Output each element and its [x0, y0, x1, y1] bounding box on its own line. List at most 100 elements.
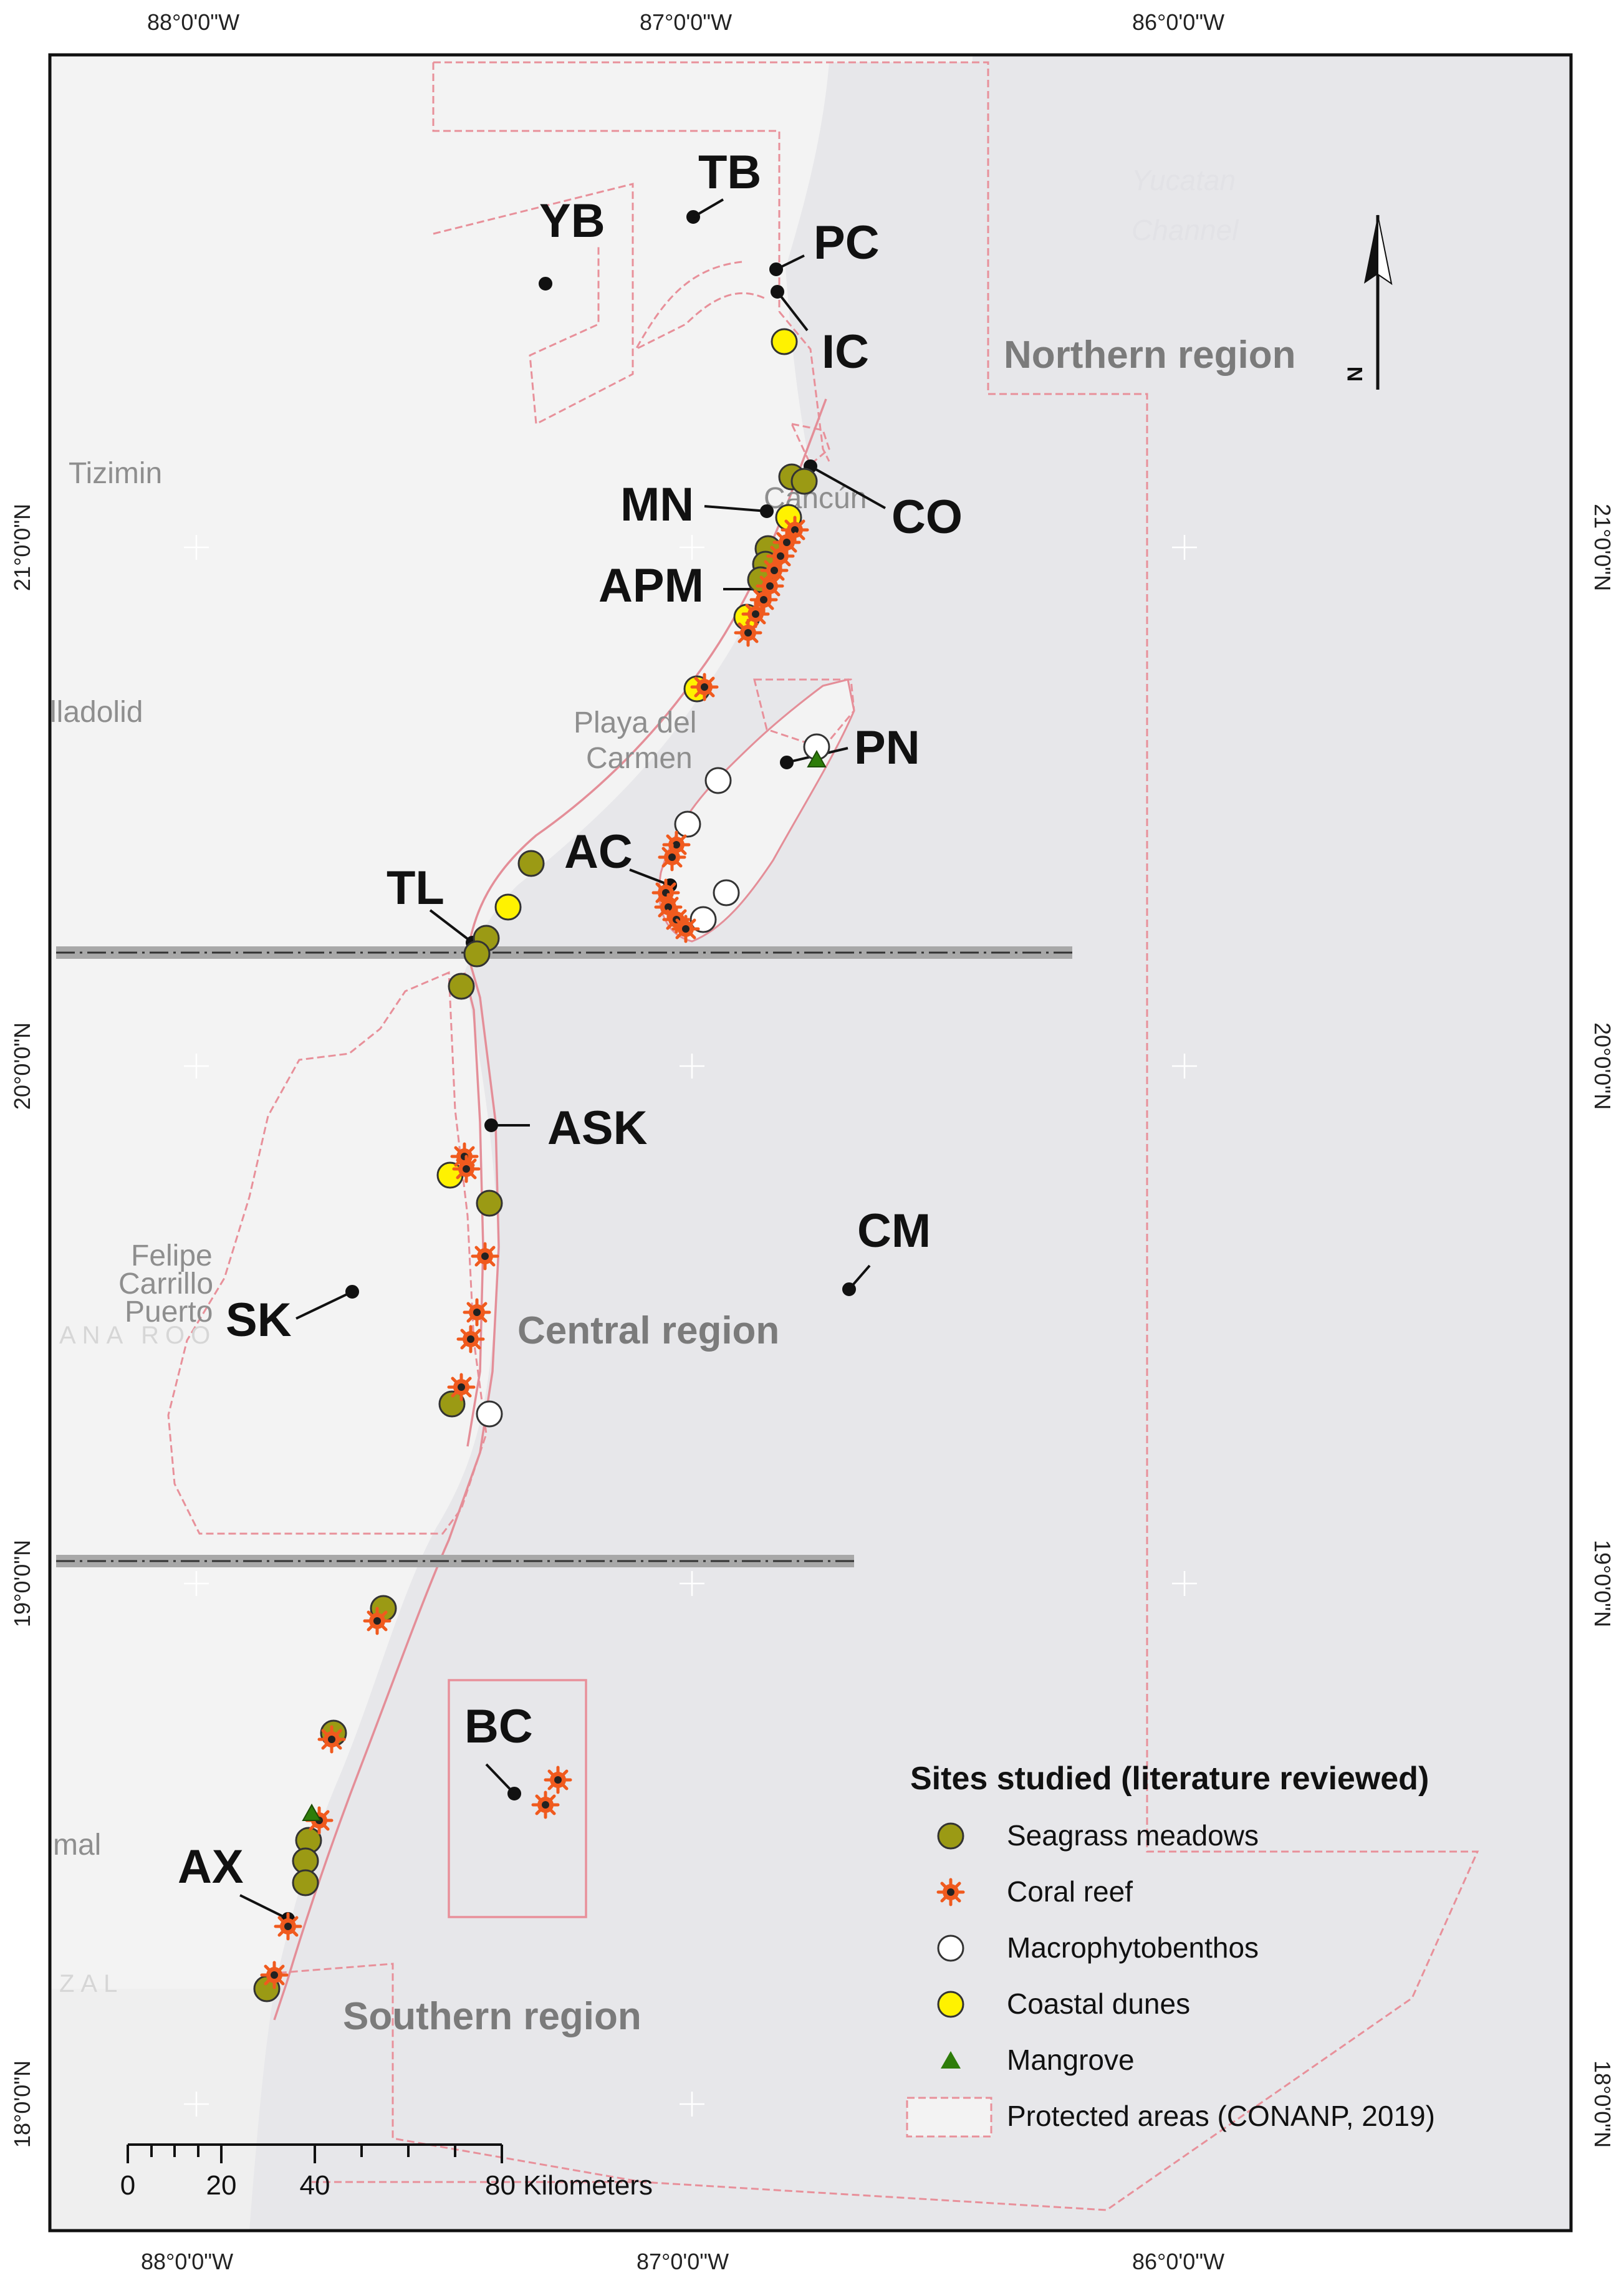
coral-marker — [660, 845, 685, 870]
dune-marker — [771, 328, 798, 355]
region-label-southern: Southern region — [343, 1995, 641, 2038]
site-label-pc: PC — [814, 216, 880, 269]
town-felipe-1: Felipe — [131, 1239, 213, 1272]
mangrove-marker — [302, 1803, 322, 1821]
lon-top-87: 87°0'0"W — [640, 9, 732, 35]
mangrove-marker — [807, 749, 827, 767]
site-label-sk: SK — [226, 1294, 292, 1347]
macrophyto-marker — [713, 879, 740, 906]
seagrass-marker — [463, 940, 491, 968]
site-label-apm: APM — [598, 559, 704, 612]
lat-left-20: 20°0'0"N — [9, 1022, 35, 1110]
town-felipe-3: Puerto — [125, 1295, 213, 1329]
legend-dunes-symbol — [937, 1991, 964, 2018]
seagrass-marker — [517, 850, 545, 877]
macrophyto-markers — [476, 733, 830, 1428]
town-valladolid: lladolid — [50, 696, 143, 729]
site-label-cm: CM — [857, 1204, 931, 1257]
state-fragment: ANA ROO — [59, 1322, 216, 1349]
lon-bottom-86: 86°0'0"W — [1132, 2249, 1224, 2274]
site-labels: YB TB PC IC MN CO APM PN AC TL ASK CM SK… — [178, 146, 963, 1893]
seagrass-marker — [292, 1869, 319, 1896]
legend: Sites studied (literature reviewed) Seag… — [906, 1761, 1435, 2138]
legend-dunes-label: Coastal dunes — [1007, 1987, 1190, 2020]
legend-macrophyto-label: Macrophytobenthos — [1007, 1931, 1259, 1964]
seagrass-marker — [448, 973, 475, 1000]
coral-marker — [454, 1156, 479, 1181]
region-label-northern: Northern region — [1004, 334, 1295, 377]
axis-top: 88°0'0"W 87°0'0"W 86°0'0"W — [147, 9, 1224, 35]
lon-bottom-87: 87°0'0"W — [637, 2249, 729, 2274]
site-label-pn: PN — [854, 721, 920, 774]
site-label-yb: YB — [539, 195, 605, 248]
legend-protected-symbol — [906, 2097, 992, 2138]
site-label-ax: AX — [178, 1840, 244, 1893]
site-label-ask: ASK — [547, 1102, 648, 1155]
water-label-yucatan: Yucatan — [1132, 164, 1236, 196]
lon-top-88: 88°0'0"W — [147, 9, 239, 35]
lat-right-20: 20°0'0"N — [1590, 1022, 1615, 1110]
scale-label-0: 0 — [120, 2170, 135, 2201]
coral-marker — [262, 1963, 287, 1987]
coral-marker — [319, 1727, 344, 1752]
legend-coral-symbol — [938, 1880, 963, 1905]
country-fragment: ZAL — [59, 1970, 123, 1997]
site-label-co: CO — [891, 491, 963, 544]
site-point-yb — [539, 277, 552, 291]
town-chetumal: mal — [53, 1829, 101, 1862]
legend-seagrass-symbol — [937, 1822, 964, 1850]
coastline-band-inner — [463, 972, 484, 1447]
seagrass-marker — [476, 1190, 503, 1217]
legend-protected-label: Protected areas (CONANP, 2019) — [1007, 2100, 1435, 2132]
north-arrow-label: N — [1343, 367, 1367, 382]
coral-marker — [464, 1300, 489, 1325]
site-label-tb: TB — [698, 146, 761, 199]
site-label-ac: AC — [564, 825, 633, 878]
coral-marker — [692, 675, 717, 699]
lat-right-19: 19°0'0"N — [1590, 1540, 1615, 1627]
seagrass-marker — [790, 468, 818, 495]
site-label-bc: BC — [464, 1700, 533, 1753]
site-leaders — [239, 198, 886, 1926]
town-playa-1: Playa del — [574, 706, 696, 739]
axis-left: 21°0'0"N 20°0'0"N 19°0'0"N 18°0'0"N — [9, 504, 35, 2148]
mangrove-markers — [302, 749, 827, 1821]
yucatan-land — [50, 55, 973, 1989]
coral-marker — [473, 1244, 497, 1269]
legend-mangrove-symbol — [941, 2051, 961, 2069]
seagrass-markers — [253, 463, 818, 2002]
macrophyto-marker — [704, 767, 732, 794]
water-label-channel: Channel — [1132, 214, 1239, 246]
town-felipe-2: Carrillo — [118, 1267, 213, 1300]
region-divider-north — [56, 946, 1072, 959]
coral-marker — [449, 1375, 474, 1400]
site-label-ic: IC — [822, 325, 869, 378]
coastline-band — [273, 398, 827, 2021]
legend-mangrove-label: Mangrove — [1007, 2044, 1135, 2076]
coral-marker — [736, 620, 761, 645]
scale-label-20: 20 — [206, 2170, 237, 2201]
lat-left-19: 19°0'0"N — [9, 1540, 35, 1627]
protected-areas — [167, 61, 1479, 2211]
north-arrow: N — [1343, 214, 1393, 390]
axis-right: 21°0'0"N 20°0'0"N 19°0'0"N 18°0'0"N — [1590, 504, 1615, 2148]
coral-marker — [762, 558, 787, 583]
southern-land — [50, 1989, 274, 2231]
legend-title: Sites studied (literature reviewed) — [910, 1761, 1429, 1797]
region-divider-south — [56, 1555, 854, 1567]
coral-marker — [533, 1792, 558, 1817]
macrophyto-marker — [689, 906, 717, 933]
coral-marker — [545, 1767, 570, 1792]
axis-bottom: 88°0'0"W 87°0'0"W 86°0'0"W — [141, 2249, 1224, 2274]
lat-left-18: 18°0'0"N — [9, 2060, 35, 2148]
legend-seagrass-label: Seagrass meadows — [1007, 1819, 1259, 1852]
coral-marker — [365, 1608, 390, 1633]
coral-marker — [276, 1914, 300, 1939]
scale-label-40: 40 — [300, 2170, 330, 2201]
map-frame — [48, 53, 1573, 2233]
coral-marker — [673, 916, 698, 941]
macrophyto-marker — [476, 1400, 503, 1428]
legend-coral-label: Coral reef — [1007, 1875, 1133, 1908]
site-label-tl: TL — [387, 862, 444, 915]
